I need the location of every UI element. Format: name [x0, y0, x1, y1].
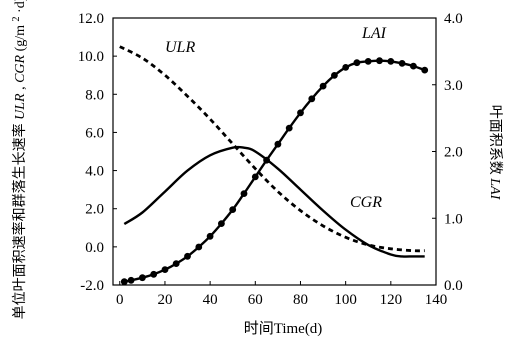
x-tick-label: 140 — [425, 292, 448, 308]
y-left-tick-label: 8.0 — [85, 87, 104, 103]
y-label-left-cgr: CGR — [13, 54, 28, 82]
series-line-lai — [123, 59, 426, 283]
data-point-lai — [331, 72, 338, 79]
data-point-lai — [251, 173, 259, 181]
x-tick-label: 40 — [203, 292, 218, 308]
data-point-lai — [319, 82, 327, 90]
y-right-tick-label: 2.0 — [444, 145, 463, 161]
data-point-lai — [139, 274, 146, 282]
data-point-lai — [240, 190, 248, 198]
y-label-right-chinese: 叶面积系数 — [487, 105, 503, 175]
y-left-tick-label: 4.0 — [85, 164, 104, 180]
plot-frame — [112, 17, 437, 286]
data-point-lai — [285, 124, 293, 132]
tick-labels: 0 20 40 60 80 100 120 140 -2.0 0.0 2.0 4.0 6.0 8.0 10.… — [78, 11, 463, 308]
data-point-lai — [218, 220, 225, 228]
y-left-tick-label: 6.0 — [85, 125, 104, 141]
x-tick-label: 60 — [248, 292, 263, 308]
data-point-lai — [127, 276, 135, 284]
data-point-lai — [161, 266, 169, 273]
data-point-lai — [387, 58, 395, 65]
x-tick-label: 100 — [334, 292, 357, 308]
x-axis-label: 时间Time(d) — [244, 320, 323, 337]
y-right-tick-label: 3.0 — [444, 78, 463, 94]
x-tick-label: 80 — [293, 292, 308, 308]
x-tick-label: 120 — [380, 292, 403, 308]
y-label-left-chinese: 单位叶面积速率和群落生长速率 — [11, 123, 28, 319]
data-point-lai — [364, 58, 372, 65]
data-point-lai — [308, 95, 316, 103]
y-axis-label-left: 单位叶面积速率和群落生长速率 ULR , CGR (g/m 2 ·d) — [8, 0, 28, 319]
data-point-lai — [410, 62, 417, 70]
y-label-left-sup: 2 — [11, 16, 22, 21]
y-label-left-unit: (g/m — [13, 25, 28, 52]
data-point-lai — [342, 64, 350, 71]
series-line-ulr — [119, 45, 425, 253]
data-point-lai — [421, 66, 429, 74]
data-point-lai — [274, 140, 282, 148]
data-point-lai — [120, 278, 128, 286]
y-right-tick-label: 4.0 — [444, 11, 463, 27]
series-line-cgr — [123, 145, 425, 258]
y-left-tick-label: 2.0 — [85, 202, 104, 218]
data-point-lai — [150, 270, 158, 278]
annotation-cgr: CGR — [350, 194, 382, 211]
y-axis-label-right: 叶面积系数 LAI — [487, 105, 503, 201]
y-label-right-lai: LAI — [487, 177, 502, 200]
data-point-lai — [398, 60, 406, 67]
annotation-lai: LAI — [361, 25, 387, 42]
data-point-lai — [229, 206, 237, 214]
annotation-ulr: ULR — [165, 39, 195, 56]
series-layer — [119, 45, 429, 286]
data-point-lai — [353, 59, 361, 67]
x-tick-label: 20 — [157, 292, 172, 308]
y-right-tick-label: 0.0 — [444, 278, 463, 294]
y-label-left-sep: , — [13, 83, 28, 90]
data-point-lai — [376, 57, 383, 65]
y-left-tick-label: 10.0 — [78, 49, 104, 65]
plot-area — [112, 17, 437, 286]
data-point-lai — [263, 156, 270, 164]
x-tick-label: 0 — [116, 292, 124, 308]
data-point-lai — [172, 260, 180, 267]
data-point-lai — [195, 243, 203, 251]
y-right-tick-label: 1.0 — [444, 211, 463, 227]
data-point-lai — [184, 252, 191, 260]
y-left-tick-label: 0.0 — [85, 240, 104, 256]
data-point-lai — [206, 232, 214, 240]
data-point-lai — [297, 109, 304, 117]
y-label-left-unit-end: ·d) — [13, 0, 28, 13]
y-label-left-ulr: ULR — [13, 93, 28, 120]
y-left-tick-label: -2.0 — [80, 278, 104, 294]
y-left-tick-label: 12.0 — [78, 11, 104, 27]
